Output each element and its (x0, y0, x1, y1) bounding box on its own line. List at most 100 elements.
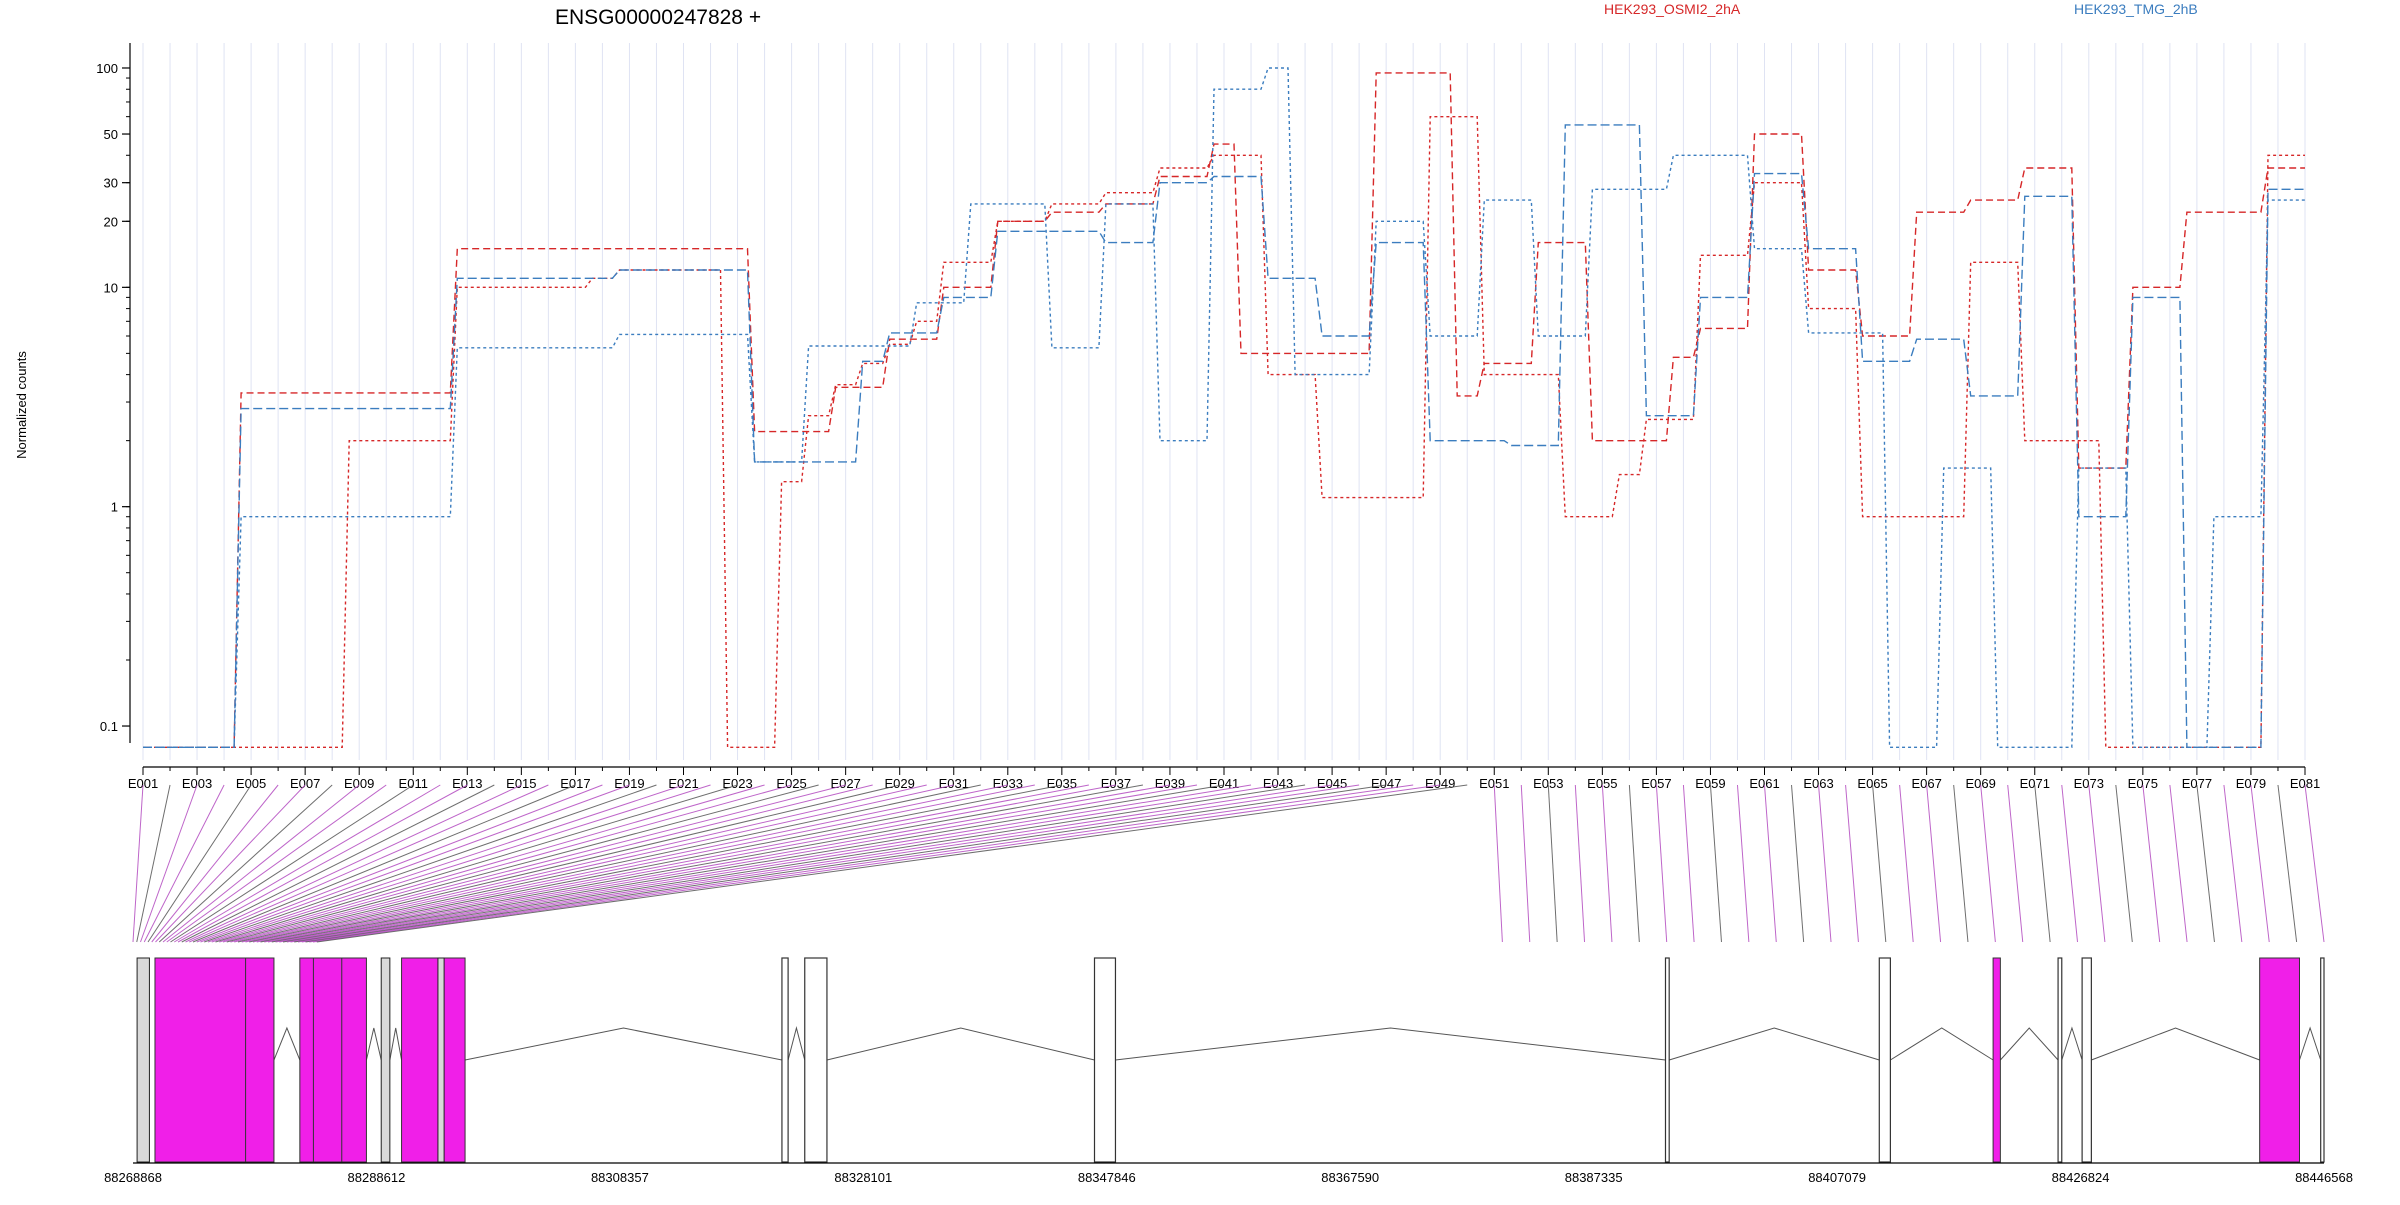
exon-connector (305, 784, 1387, 943)
exon-connector (271, 784, 1144, 943)
x-tick-label: E015 (506, 776, 536, 791)
intron-line (2299, 1026, 2322, 1061)
exon-connector (234, 784, 873, 943)
x-tick-label: E017 (560, 776, 590, 791)
x-tick-label: E069 (1966, 776, 1996, 791)
exon-block (2081, 957, 2092, 1163)
y-tick-label: 30 (104, 176, 118, 191)
exon-connector (245, 784, 954, 943)
x-tick-label: E059 (1695, 776, 1725, 791)
intron-line (787, 1026, 806, 1061)
exon-connector (204, 784, 657, 943)
x-tick-label: E077 (2182, 776, 2212, 791)
x-tick-label: E035 (1047, 776, 1077, 791)
exon-connector (143, 784, 225, 943)
intron-line (1669, 1027, 1880, 1061)
x-tick-label: E037 (1101, 776, 1131, 791)
genomic-tick-label: 88446568 (2295, 1170, 2353, 1185)
intron-line (389, 1027, 403, 1061)
x-tick-label: E051 (1479, 776, 1509, 791)
series-layer (143, 67, 2305, 748)
genomic-tick-label: 88367590 (1321, 1170, 1379, 1185)
exon-connector (1791, 784, 1805, 943)
exon-connector (185, 784, 522, 943)
exon-connector (1736, 784, 1750, 943)
exon-block (1878, 957, 1891, 1163)
intron-line (365, 1027, 382, 1061)
exon-block (2259, 957, 2300, 1163)
exon-block (1664, 957, 1670, 1163)
exon-connector (1628, 784, 1640, 943)
exon-block (1093, 957, 1117, 1163)
exon-connector (294, 784, 1306, 943)
exon-connector (140, 784, 198, 943)
exon-connector (200, 784, 630, 943)
genomic-tick-label: 88308357 (591, 1170, 649, 1185)
exon-connector (1493, 784, 1503, 943)
y-tick-label: 10 (104, 280, 118, 295)
exon-connector (1682, 784, 1695, 943)
exon-block (154, 957, 275, 1163)
exon-connector (1818, 784, 1832, 943)
exon-connector (136, 784, 171, 943)
exon-connector (215, 784, 738, 943)
exon-connector (241, 784, 927, 943)
exon-connector (222, 784, 792, 943)
exon-connector (1601, 784, 1613, 943)
exon-connector (147, 784, 252, 943)
exon-connector (158, 784, 333, 943)
x-tick-label: E073 (2074, 776, 2104, 791)
exon-connector (226, 784, 819, 943)
x-tick-label: E061 (1749, 776, 1779, 791)
exon-connector (282, 784, 1225, 943)
exon-connector (2196, 784, 2215, 943)
exon-connector (207, 784, 684, 943)
x-tick-label: E075 (2128, 776, 2158, 791)
exon-connector (279, 784, 1198, 943)
exon-connector (267, 784, 1116, 943)
exon-connector (219, 784, 765, 943)
exon-connector (2007, 784, 2024, 943)
exon-connector (151, 784, 279, 943)
exon-connector (237, 784, 900, 943)
exon-connector (297, 784, 1333, 943)
exon-connector (192, 784, 576, 943)
exon-connector (2088, 784, 2106, 943)
exon-block (2057, 957, 2063, 1163)
x-tick-label: E045 (1317, 776, 1347, 791)
genomic-tick-label: 88426824 (2052, 1170, 2110, 1185)
genomic-tick-label: 88387335 (1565, 1170, 1623, 1185)
exon-connector (2304, 784, 2325, 943)
exon-connector (1953, 784, 1969, 943)
axes-layer: 0.1 1 10 20 30 50 100 E001 E003 E005 E007 E009 E011 E… (96, 43, 2320, 791)
genomic-tick-label: 88407079 (1808, 1170, 1866, 1185)
x-tick-label: E065 (1857, 776, 1887, 791)
legend-item-series-a: HEK293_OSMI2_2hA (1604, 1, 1741, 17)
exon-connector (1547, 784, 1558, 943)
x-tick-label: E063 (1803, 776, 1833, 791)
exon-connector (2142, 784, 2161, 943)
exon-connector (316, 784, 1468, 943)
grid-layer (142, 43, 2306, 760)
genomic-tick-label: 88288612 (348, 1170, 406, 1185)
exon-connector (173, 784, 441, 943)
exon-connector (256, 784, 1035, 943)
exon-connector (2034, 784, 2051, 943)
exon-block (804, 957, 828, 1163)
exon-connector (2115, 784, 2133, 943)
exon-block (401, 957, 466, 1163)
exon-block (380, 957, 391, 1163)
x-tick-label: E041 (1209, 776, 1239, 791)
exon-block (136, 957, 150, 1163)
x-tick-label: E053 (1533, 776, 1563, 791)
x-tick-label: E043 (1263, 776, 1293, 791)
exon-block (781, 957, 789, 1163)
series-line (143, 72, 2305, 748)
exon-connector (252, 784, 1008, 943)
exon-connector (290, 784, 1279, 943)
exon-connector (1709, 784, 1722, 943)
exon-connector (1980, 784, 1996, 943)
x-tick-label: E001 (128, 776, 158, 791)
exon-connector (309, 784, 1414, 943)
series-line (143, 116, 2305, 748)
